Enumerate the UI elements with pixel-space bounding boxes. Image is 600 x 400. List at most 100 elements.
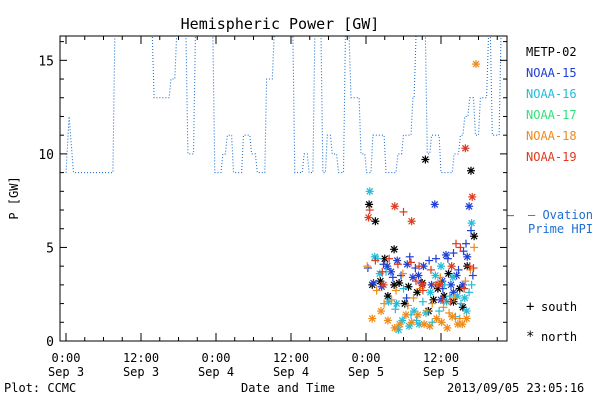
north-point-noaa-18	[377, 307, 385, 316]
north-point-noaa-19	[364, 213, 373, 222]
north-point-noaa-16	[437, 262, 445, 271]
north-point-metp-02	[467, 166, 475, 175]
north-point-noaa-18	[462, 314, 471, 323]
south-point-noaa-19	[427, 265, 435, 274]
plot-frame	[59, 35, 508, 342]
south-point-noaa-19	[407, 258, 415, 267]
legend-item-noaa-17: NOAA-17	[526, 108, 577, 122]
south-point-noaa-15	[425, 256, 434, 265]
north-point-noaa-16	[448, 273, 457, 282]
north-point-noaa-15	[383, 262, 392, 271]
north-point-noaa-18	[432, 314, 441, 323]
south-point-noaa-16	[467, 280, 476, 289]
x-tick-label-date: Sep 4	[198, 365, 234, 379]
data-layer	[65, 36, 502, 334]
y-axis-label: P [GW]	[7, 176, 21, 219]
legend-item-noaa-15: NOAA-15	[526, 66, 577, 80]
south-point-noaa-18	[445, 308, 454, 317]
north-point-noaa-15	[465, 202, 474, 211]
south-point-noaa-19	[456, 243, 465, 252]
south-point-noaa-15	[411, 264, 420, 273]
south-point-noaa-16	[399, 284, 408, 293]
north-point-noaa-16	[422, 308, 430, 317]
south-point-noaa-18	[455, 314, 464, 323]
south-point-noaa-19	[393, 260, 402, 269]
south-point-noaa-15	[432, 254, 440, 263]
north-point-noaa-16	[426, 288, 435, 297]
south-marker-label: south	[541, 300, 577, 314]
south-point-noaa-15	[454, 265, 463, 274]
south-point-noaa-15	[388, 273, 397, 282]
x-tick-label-time: 12:00	[123, 351, 159, 365]
north-point-noaa-18	[458, 320, 467, 329]
x-tick-label-date: Sep 5	[348, 365, 384, 379]
north-point-noaa-16	[392, 299, 401, 308]
north-point-noaa-15	[463, 252, 472, 261]
north-point-metp-02	[371, 217, 380, 226]
north-point-noaa-16	[462, 307, 471, 316]
north-point-noaa-15	[430, 200, 439, 209]
south-point-noaa-16	[435, 307, 444, 316]
south-point-noaa-19	[452, 239, 460, 248]
north-point-noaa-19	[379, 280, 388, 289]
north-point-noaa-18	[402, 310, 410, 319]
ovation-label-line2: Prime HPI	[528, 222, 593, 236]
x-tick-label-date: Sep 5	[423, 365, 459, 379]
south-point-noaa-19	[418, 286, 427, 295]
chart-title: Hemispheric Power [GW]	[181, 15, 380, 33]
north-point-metp-02	[429, 295, 438, 304]
north-point-noaa-16	[431, 271, 440, 280]
south-point-noaa-19	[378, 267, 387, 276]
north-point-metp-02	[365, 200, 374, 209]
south-point-noaa-18	[450, 293, 459, 302]
north-point-metp-02	[470, 232, 479, 241]
south-point-noaa-19	[371, 256, 380, 265]
x-axis-label: Date and Time	[241, 381, 335, 395]
y-axis: 0 5 10 15	[38, 41, 507, 350]
x-tick-label-time: 0:00	[352, 351, 381, 365]
south-point-noaa-19	[460, 284, 469, 293]
legend-item-noaa-19: NOAA-19	[526, 150, 577, 164]
north-point-noaa-18	[425, 322, 434, 331]
south-point-noaa-19	[415, 262, 424, 271]
north-point-noaa-16	[467, 219, 476, 228]
south-point-noaa-16	[457, 299, 465, 308]
legend-item-noaa-16: NOAA-16	[526, 87, 577, 101]
south-point-noaa-18	[387, 295, 396, 304]
south-point-noaa-16	[391, 305, 400, 314]
north-point-noaa-15	[369, 278, 378, 287]
north-point-metp-02	[383, 292, 392, 301]
north-point-noaa-18	[420, 320, 429, 329]
footer-timestamp: 2013/09/05 23:05:16	[447, 381, 584, 395]
south-point-noaa-15	[363, 264, 372, 273]
north-point-noaa-15	[414, 271, 423, 280]
north-point-noaa-18	[448, 312, 457, 321]
legend-item-metp-02: METP-02	[526, 45, 577, 59]
south-point-noaa-19	[469, 264, 478, 273]
south-point-noaa-18	[392, 286, 400, 295]
south-point-noaa-18	[403, 301, 412, 310]
x-tick-label-date: Sep 3	[48, 365, 84, 379]
north-point-noaa-19	[468, 192, 477, 201]
south-point-noaa-18	[363, 262, 372, 271]
south-point-noaa-18	[439, 303, 448, 312]
north-point-metp-02	[395, 278, 404, 287]
north-point-noaa-18	[443, 323, 452, 332]
x-tick-label-time: 0:00	[52, 351, 81, 365]
x-tick-label-time: 12:00	[273, 351, 309, 365]
south-point-noaa-19	[412, 277, 420, 286]
south-point-noaa-15	[397, 271, 405, 280]
south-point-noaa-19	[399, 207, 408, 216]
north-point-noaa-19	[461, 144, 470, 153]
north-point-noaa-15	[442, 250, 450, 259]
x-tick-label-date: Sep 4	[273, 365, 309, 379]
north-point-noaa-18	[413, 310, 422, 319]
south-point-noaa-19	[446, 297, 455, 306]
south-point-noaa-19	[432, 280, 440, 289]
y-tick-label: 5	[46, 241, 54, 256]
south-point-noaa-15	[402, 293, 411, 302]
south-point-noaa-18	[423, 307, 432, 316]
marker-legend: + south * north	[526, 299, 577, 345]
x-tick-label-time: 12:00	[423, 351, 459, 365]
